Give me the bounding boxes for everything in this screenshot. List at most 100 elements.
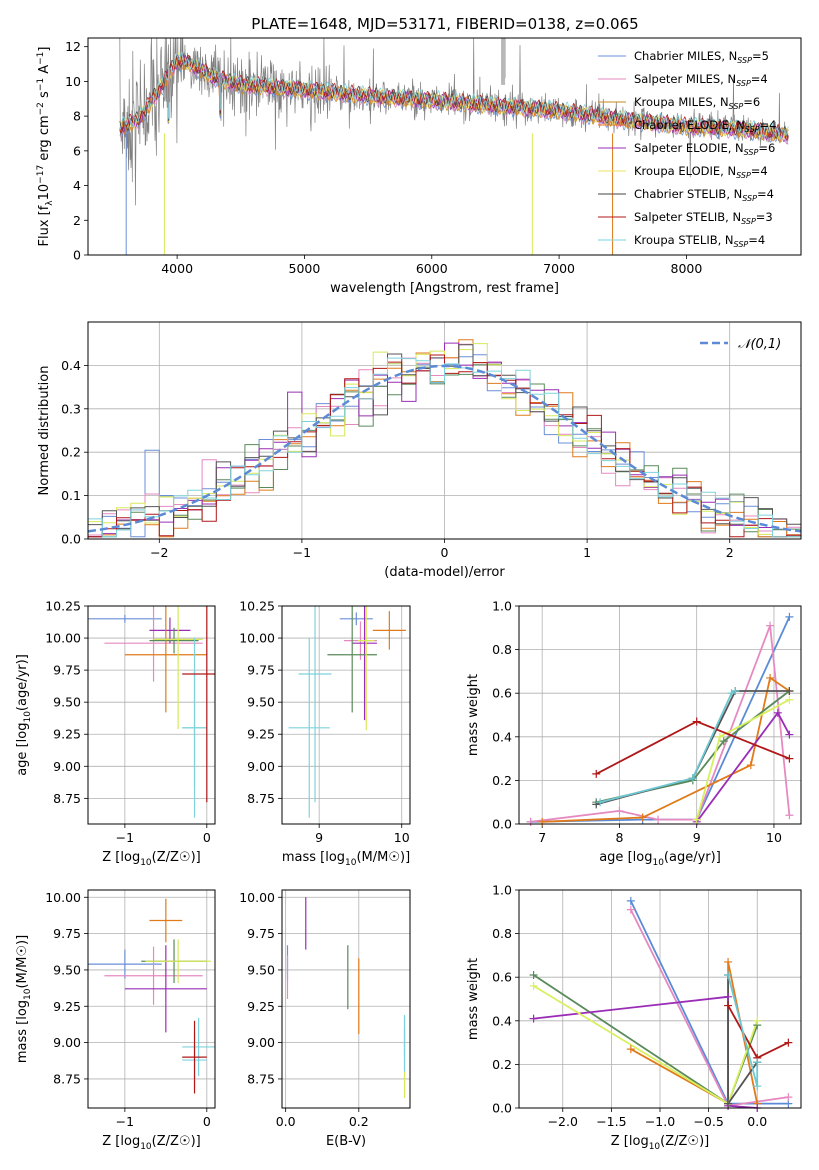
data-point-marker: [654, 815, 663, 824]
y-tick-label: 1.0: [492, 883, 512, 898]
data-point-marker: [719, 737, 728, 746]
data-point-marker: [592, 769, 601, 778]
error-bar-point: [288, 638, 330, 818]
y-tick-label: 8: [73, 109, 81, 124]
y-tick-label: 2: [73, 213, 81, 228]
x-tick-label: −1: [116, 830, 134, 845]
legend-label: Salpeter STELIB, NSSP=3: [634, 210, 773, 226]
data-point-marker: [731, 687, 740, 696]
x-axis-label: Z [log10(Z/Z☉)]: [611, 1134, 709, 1152]
y-tick-label: 4: [73, 178, 81, 193]
x-tick-label: −1: [293, 545, 311, 560]
y-tick-label: 9.75: [53, 926, 81, 941]
data-point-marker: [692, 717, 701, 726]
error-bar-point: [104, 946, 203, 1005]
y-tick-label: 0.0: [492, 817, 512, 832]
data-point-marker: [692, 815, 701, 824]
x-tick-label: 7000: [543, 261, 575, 276]
x-tick-label: −1: [116, 1114, 134, 1129]
y-tick-label: 8.75: [247, 791, 275, 806]
y-tick-label: 8.75: [53, 1071, 81, 1086]
y-tick-label: 10.00: [239, 890, 275, 905]
data-point-marker: [715, 732, 724, 741]
data-point-marker: [626, 905, 635, 914]
y-tick-label: 9.50: [53, 962, 81, 977]
data-point-marker: [753, 1058, 762, 1067]
data-point-marker: [784, 1038, 793, 1047]
y-tick-label: 0.3: [61, 401, 81, 416]
axes-frame: [87, 605, 216, 825]
data-point-marker: [724, 971, 733, 980]
data-point-marker: [753, 1016, 762, 1025]
figure-title: PLATE=1648, MJD=53171, FIBERID=0138, z=0…: [251, 15, 638, 33]
error-bar-point: [339, 612, 373, 626]
y-tick-label: 9.00: [247, 759, 275, 774]
x-tick-label: 6000: [416, 261, 448, 276]
y-tick-label: 9.00: [247, 1035, 275, 1050]
y-tick-label: 9.00: [53, 759, 81, 774]
legend-label: Kroupa MILES, NSSP=6: [634, 95, 760, 111]
x-tick-label: 4000: [161, 261, 193, 276]
x-tick-label: 0: [441, 545, 449, 560]
y-tick-label: 10.25: [45, 599, 81, 614]
error-bar-point: [104, 606, 203, 682]
error-bar-point: [357, 606, 375, 731]
data-point-marker: [785, 754, 794, 763]
y-tick-label: 0.6: [492, 970, 512, 985]
legend-label: 𝒩(0,1): [738, 337, 781, 352]
y-tick-label: 10.25: [239, 599, 275, 614]
legend-label: Kroupa ELODIE, NSSP=4: [634, 164, 768, 180]
panel-residual_histogram: −2 −1 0 1 2 0.0 0.1 0.2 0.3 0.4 (data-model)/error…: [37, 321, 802, 580]
data-point-marker: [785, 730, 794, 739]
error-bar-point: [124, 606, 207, 713]
legend: Chabrier MILES, NSSP=5 Salpeter MILES, NS…: [598, 49, 776, 249]
y-tick-label: 0: [73, 248, 81, 263]
y-tick-label: 0.8: [492, 642, 512, 657]
mass-weight-series-9: [599, 690, 736, 804]
error-bar-point: [182, 1017, 215, 1077]
gaussian-reference-line: [88, 364, 801, 533]
model-spectrum-line-8: [119, 53, 789, 142]
data-point-marker: [724, 1001, 733, 1010]
data-point-marker: [615, 806, 624, 815]
y-tick-label: 0.2: [492, 773, 512, 788]
data-point-marker: [785, 687, 794, 696]
y-tick-label: 0.2: [61, 445, 81, 460]
x-tick-label: 0.0: [276, 1114, 296, 1129]
y-axis-label: Normed distribution: [37, 366, 52, 496]
error-bar-point: [88, 614, 162, 623]
y-tick-label: 9.00: [53, 1035, 81, 1050]
data-point-marker: [596, 798, 605, 807]
x-tick-label: 10: [766, 830, 782, 845]
error-bar-point: [149, 627, 199, 654]
y-axis-label: age [log10(age/yr)]: [15, 654, 33, 776]
y-tick-label: 0.2: [492, 1057, 512, 1072]
error-bar-point: [124, 945, 207, 1033]
error-bar-point: [88, 949, 162, 979]
y-tick-label: 10.00: [239, 631, 275, 646]
error-bar-point: [149, 898, 183, 943]
x-tick-label: −1.5: [596, 1114, 626, 1129]
x-tick-label: 1: [583, 545, 591, 560]
x-axis-label: E(B-V): [326, 1134, 366, 1149]
y-axis-label: mass weight: [466, 958, 481, 1040]
y-axis-label: mass [log10(M/M☉)]: [15, 935, 33, 1063]
x-axis-label: (data-model)/error: [384, 565, 505, 580]
x-tick-label: −2: [150, 545, 168, 560]
plot-area: [119, 38, 789, 255]
error-bar-point: [182, 1020, 207, 1094]
legend-label: Salpeter ELODIE, NSSP=6: [634, 141, 775, 157]
data-point-marker: [724, 1099, 733, 1108]
axes-frame: [281, 889, 411, 1109]
axes-frame: [87, 37, 802, 256]
panel-mass_vs_ebv: 0.0 0.2 8.75 9.00 9.25 9.50 9.75 10.00 E(B-V): [239, 889, 411, 1149]
x-axis-label: age [log10(age/yr)]: [599, 850, 721, 868]
y-tick-label: 9.75: [247, 663, 275, 678]
data-point-marker: [688, 774, 697, 783]
panel-mass_vs_Z: −1 0 8.75 9.00 9.25 9.50 9.75 10.00 Z [log10(Z/Z…: [15, 889, 216, 1152]
legend-label: Chabrier STELIB, NSSP=4: [634, 187, 774, 203]
y-tick-label: 9.25: [53, 999, 81, 1014]
data-point-marker: [766, 621, 775, 630]
y-tick-label: 0.0: [492, 1101, 512, 1116]
